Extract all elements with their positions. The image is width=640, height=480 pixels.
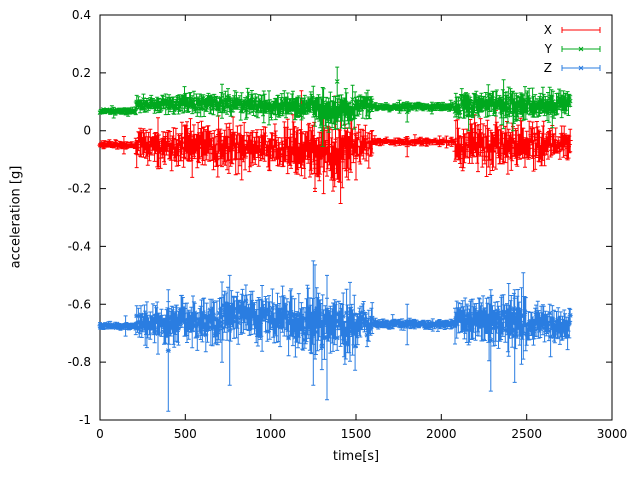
tick-marks: [99, 14, 613, 421]
x-tick-label: 2500: [511, 427, 542, 441]
series-X-errorbars: [97, 90, 573, 204]
x-tick-label: 3000: [597, 427, 628, 441]
legend-sample-Y: [561, 46, 601, 52]
x-tick-label: 0: [96, 427, 104, 441]
y-tick-label: -1: [79, 413, 91, 427]
plot-border: [99, 14, 613, 421]
y-tick-label: 0.4: [72, 8, 91, 22]
x-tick-label: 1000: [255, 427, 286, 441]
x-tick-label: 2000: [426, 427, 457, 441]
y-tick-label: -0.6: [68, 297, 91, 311]
y-tick-label: -0.2: [68, 182, 91, 196]
y-tick-label: 0.2: [72, 66, 91, 80]
series-Z-errorbars: [97, 260, 573, 412]
y-tick-label: -0.4: [68, 239, 91, 253]
legend-sample-Z: [561, 65, 601, 71]
y-axis-title: acceleration [g]: [8, 165, 24, 269]
x-axis-title: time[s]: [332, 449, 380, 464]
legend-label-Z: Z: [544, 61, 552, 75]
series-Y-errorbars: [97, 66, 573, 147]
x-tick-label: 500: [174, 427, 197, 441]
y-tick-label: 0: [83, 124, 91, 138]
x-tick-label: 1500: [341, 427, 372, 441]
y-tick-label: -0.8: [68, 355, 91, 369]
legend-sample-X: [561, 27, 601, 33]
legend-label-X: X: [544, 23, 552, 37]
legend-label-Y: Y: [544, 42, 553, 56]
